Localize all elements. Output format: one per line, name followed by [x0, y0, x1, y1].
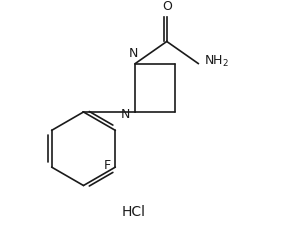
Text: N: N [121, 108, 130, 121]
Text: F: F [104, 159, 111, 172]
Text: NH$_2$: NH$_2$ [204, 54, 229, 69]
Text: N: N [128, 47, 138, 60]
Text: HCl: HCl [122, 205, 146, 219]
Text: O: O [162, 0, 172, 14]
